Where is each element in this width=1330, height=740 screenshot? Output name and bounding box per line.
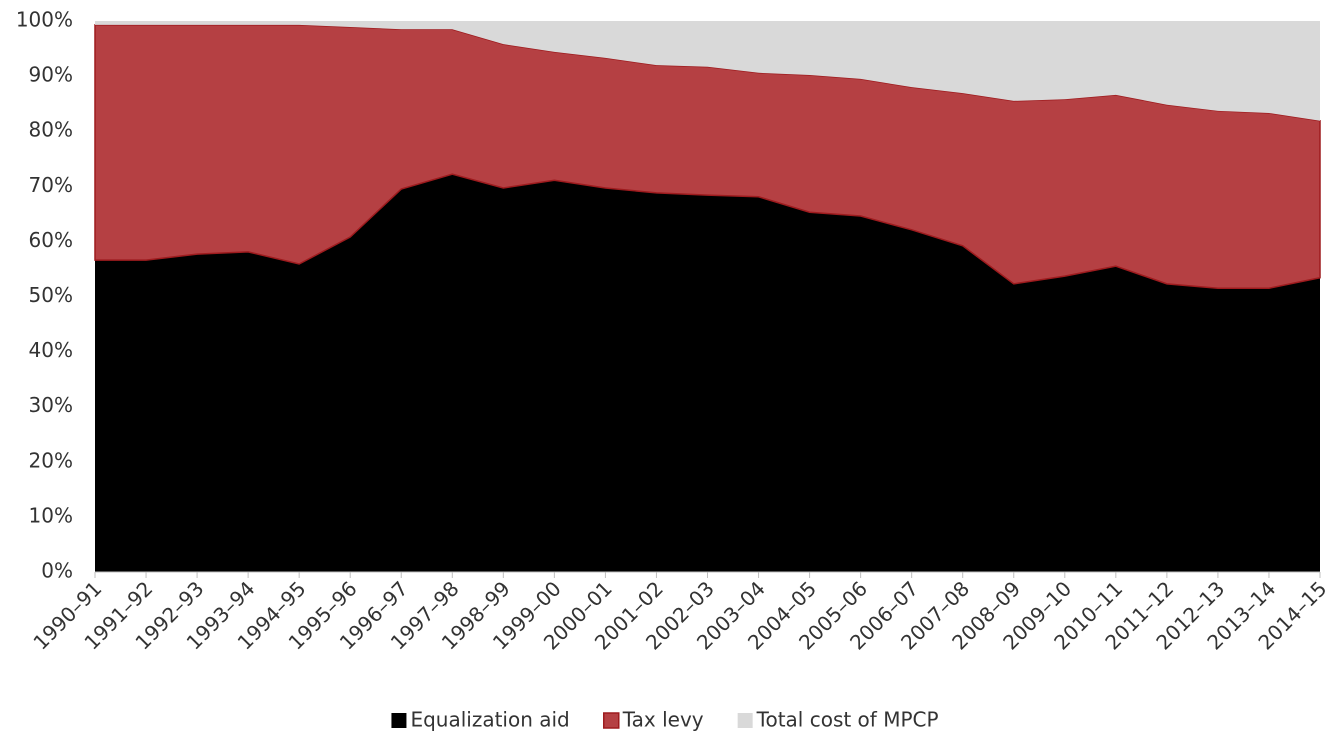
- legend-label: Total cost of MPCP: [756, 708, 939, 732]
- y-tick-label: 60%: [29, 228, 73, 252]
- y-tick-label: 90%: [29, 63, 73, 87]
- y-tick-label: 10%: [29, 503, 73, 527]
- y-tick-label: 20%: [29, 448, 73, 472]
- y-tick-label: 70%: [29, 173, 73, 197]
- area: [95, 174, 1320, 573]
- y-tick-label: 100%: [16, 8, 73, 32]
- y-tick-label: 50%: [29, 283, 73, 307]
- legend-label: Equalization aid: [410, 708, 569, 732]
- y-tick-label: 80%: [29, 118, 73, 142]
- legend-swatch: [737, 713, 753, 728]
- y-tick-label: 30%: [29, 393, 73, 417]
- area: [95, 21, 1320, 121]
- y-tick-label: 0%: [41, 559, 73, 583]
- area: [94, 24, 1321, 289]
- legend-swatch: [603, 712, 620, 729]
- y-tick-label: 40%: [29, 338, 73, 362]
- legend-label: Tax levy: [622, 708, 704, 732]
- legend-swatch: [391, 713, 407, 728]
